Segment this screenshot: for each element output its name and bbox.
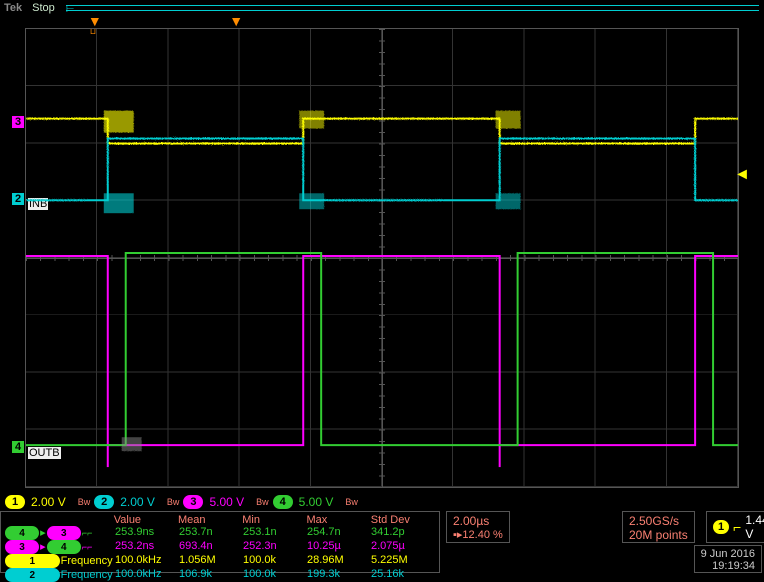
cell: 100.0k: [243, 554, 307, 568]
sample-panel: 2.50GS/s 20M points: [622, 511, 695, 543]
cell: 1.056M: [179, 554, 243, 568]
cell: 253.9ns: [115, 526, 179, 540]
cell: 253.2ns: [115, 540, 179, 554]
bottom-panel: 1 2.00 V Bw 2 2.00 V Bw 3 5.00 V Bw 4 5.…: [0, 493, 764, 573]
date: 9 Jun 2016: [701, 548, 755, 560]
ruler-mark: ⊢: [66, 4, 75, 15]
waveform-svg: [26, 29, 738, 487]
cell: 28.96M: [307, 554, 371, 568]
meas-row: 4▸3⌐⌐ 253.9ns 253.7n 253.1n 254.7n 341.2…: [5, 526, 435, 540]
cell: 2.075µ: [371, 540, 435, 554]
cell: 254.7n: [307, 526, 371, 540]
sample-points: 20M points: [629, 528, 688, 542]
cell: 100.0kHz: [115, 568, 179, 582]
time: 19:19:34: [701, 560, 755, 572]
ch3-scale: 5.00 V: [205, 495, 252, 509]
ch3-indicator[interactable]: 3: [12, 116, 24, 128]
cell: 693.4n: [179, 540, 243, 554]
timebase-panel[interactable]: 2.00µs ▪▸12.40 %: [446, 511, 510, 543]
cell: 25.16k: [371, 568, 435, 582]
cell: 5.225M: [371, 554, 435, 568]
ch3-badge[interactable]: 3: [183, 495, 203, 509]
meas-row: 3▸4⌐⌐ 253.2ns 693.4n 252.3n 10.25µ 2.075…: [5, 540, 435, 554]
ch2-badge[interactable]: 2: [94, 495, 114, 509]
col-value: Value: [114, 514, 178, 526]
trigger-ch-badge: 1: [713, 520, 729, 534]
trigger-panel[interactable]: 1 ⌐ 1.44 V: [706, 511, 764, 543]
trigger-edge-icon: ⌐: [733, 519, 741, 535]
col-max: Max: [306, 514, 370, 526]
bw-icon: Bw: [254, 497, 271, 507]
col-min: Min: [242, 514, 306, 526]
cell: 341.2p: [371, 526, 435, 540]
cell: 253.7n: [179, 526, 243, 540]
cell: 252.3n: [243, 540, 307, 554]
ch4-indicator[interactable]: 4: [12, 441, 24, 453]
col-stddev: Std Dev: [371, 514, 435, 526]
ch1-badge[interactable]: 1: [5, 495, 25, 509]
measurements-table: Value Mean Min Max Std Dev 4▸3⌐⌐ 253.9ns…: [0, 511, 440, 573]
col-mean: Mean: [178, 514, 242, 526]
top-bar: Tek Stop ⊢: [0, 0, 764, 15]
ch2-scale: 2.00 V: [116, 495, 163, 509]
meas-name: Frequency: [61, 569, 115, 582]
waveform-graticule[interactable]: INB 2 OUTB 4 3 ◄: [25, 28, 739, 488]
ch2-indicator[interactable]: 2: [12, 193, 24, 205]
timebase-pos: 12.40 %: [462, 529, 502, 541]
cell: 100.0k: [243, 568, 307, 582]
brand-logo: Tek: [0, 2, 26, 14]
bw-icon: Bw: [165, 497, 182, 507]
cell: 106.9k: [179, 568, 243, 582]
cell: 199.3k: [307, 568, 371, 582]
trigger-level: 1.44 V: [745, 513, 764, 541]
bw-icon: Bw: [343, 497, 360, 507]
timebase-ruler: ⊢: [66, 5, 759, 11]
ch4-scale: 5.00 V: [295, 495, 342, 509]
channel-scale-row: 1 2.00 V Bw 2 2.00 V Bw 3 5.00 V Bw 4 5.…: [5, 495, 360, 509]
ch4-badge[interactable]: 4: [273, 495, 293, 509]
meas-row: 2Frequency 100.0kHz 106.9k 100.0k 199.3k…: [5, 568, 435, 582]
acquisition-status: Stop: [26, 2, 61, 14]
bw-icon: Bw: [76, 497, 93, 507]
cell: 253.1n: [243, 526, 307, 540]
datetime-panel: 9 Jun 2016 19:19:34: [694, 545, 762, 573]
ch1-scale: 2.00 V: [27, 495, 74, 509]
meas-name: Frequency: [61, 555, 115, 568]
timebase-hdiv: 2.00µs: [453, 514, 489, 528]
sample-rate: 2.50GS/s: [629, 514, 688, 528]
cell: 10.25µ: [307, 540, 371, 554]
trigger-marker-icon: ▼: [229, 14, 243, 28]
cell: 100.0kHz: [115, 554, 179, 568]
table-header: Value Mean Min Max Std Dev: [5, 514, 435, 526]
meas-row: 1Frequency 100.0kHz 1.056M 100.0k 28.96M…: [5, 554, 435, 568]
